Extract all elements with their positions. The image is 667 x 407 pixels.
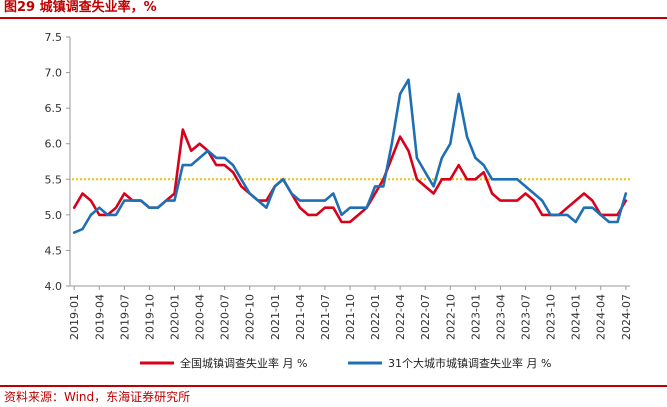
y-tick-label: 5.0 [45, 209, 63, 222]
source-note: 资料来源：Wind，东海证券研究所 [4, 390, 191, 404]
source-rule [0, 385, 667, 387]
x-tick-label: 2022-01 [369, 294, 382, 340]
x-tick-label: 2021-10 [344, 294, 357, 340]
x-tick-label: 2019-10 [143, 294, 156, 340]
legend: 全国城镇调查失业率 月 % 31个大城市城镇调查失业率 月 % [140, 356, 551, 370]
series-31-cities-line [72, 78, 628, 234]
x-tick-label: 2023-07 [520, 294, 533, 340]
legend-label: 31个大城市城镇调查失业率 月 % [388, 356, 551, 370]
x-tick-label: 2024-01 [570, 294, 583, 340]
x-tick-label: 2023-01 [469, 294, 482, 340]
x-tick-label: 2021-01 [269, 294, 282, 340]
series-layer [72, 78, 628, 234]
legend-item-31-cities: 31个大城市城镇调查失业率 月 % [348, 356, 551, 370]
x-tick-label: 2022-10 [444, 294, 457, 340]
x-tick-label: 2023-10 [545, 294, 558, 340]
x-tick-label: 2020-01 [168, 294, 181, 340]
x-tick-label: 2020-04 [194, 294, 207, 340]
x-tick-label: 2024-07 [620, 294, 633, 340]
x-tick-label: 2020-10 [244, 294, 257, 340]
x-tick-label: 2023-04 [494, 294, 507, 340]
x-tick-label: 2022-04 [394, 294, 407, 340]
x-tick-label: 2019-04 [93, 294, 106, 340]
y-tick-label: 7.5 [45, 31, 63, 44]
y-tick-label: 5.5 [45, 173, 63, 186]
x-tick-label: 2019-01 [68, 294, 81, 340]
x-tick-label: 2022-07 [419, 294, 432, 340]
legend-label: 全国城镇调查失业率 月 % [180, 356, 307, 370]
legend-item-national: 全国城镇调查失业率 月 % [140, 356, 307, 370]
x-tick-label: 2021-04 [294, 294, 307, 340]
axes: 4.0 4.5 5.0 5.5 6.0 6.5 7.0 7.5 2019-01 2019-04 20… [45, 31, 633, 340]
y-tick-label: 7.0 [45, 67, 63, 80]
x-tick-label: 2021-07 [319, 294, 332, 340]
x-tick-label: 2019-07 [118, 294, 131, 340]
y-tick-label: 4.0 [45, 280, 63, 293]
y-tick-label: 6.5 [45, 102, 63, 115]
x-tick-label: 2020-07 [219, 294, 232, 340]
figure-title: 图29 城镇调查失业率，% [4, 0, 157, 15]
y-tick-label: 4.5 [45, 244, 63, 257]
x-tick-label: 2024-04 [595, 294, 608, 340]
title-rule [0, 17, 667, 19]
y-tick-label: 6.0 [45, 138, 63, 151]
